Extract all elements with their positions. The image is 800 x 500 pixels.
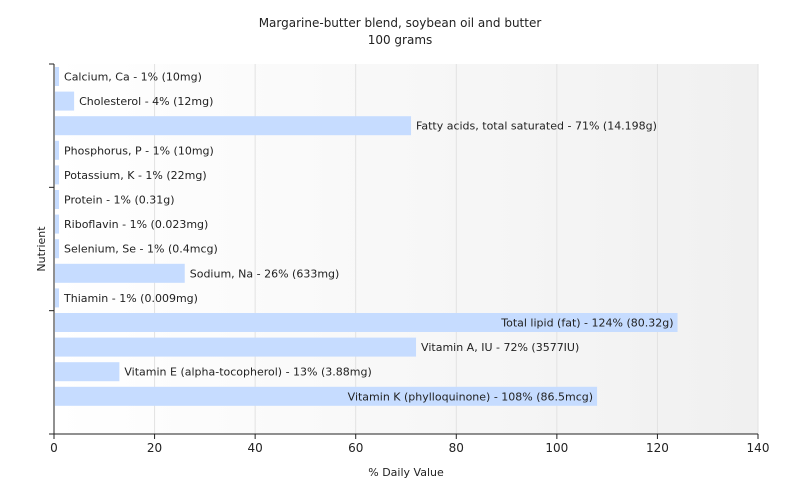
bar-label: Fatty acids, total saturated - 71% (14.1…: [416, 120, 657, 133]
x-tick-label: 40: [248, 441, 263, 455]
bars: [55, 67, 678, 406]
bar-label: Sodium, Na - 26% (633mg): [190, 267, 340, 280]
bar: [55, 239, 60, 259]
y-axis-title: Nutrient: [35, 226, 48, 272]
bar-label: Vitamin E (alpha-tocopherol) - 13% (3.88…: [124, 366, 371, 379]
bar: [55, 288, 60, 308]
bar-label: Total lipid (fat) - 124% (80.32g): [500, 317, 673, 330]
x-tick-label: 20: [147, 441, 162, 455]
x-axis-ticks: 0 20 40 60 80 100 120 140: [50, 434, 769, 455]
x-tick-label: 140: [747, 441, 770, 455]
x-tick-label: 80: [449, 441, 464, 455]
bar: [55, 263, 185, 283]
bar-label: Vitamin A, IU - 72% (3577IU): [421, 341, 579, 354]
x-axis-title: % Daily Value: [368, 466, 444, 479]
x-tick-label: 60: [348, 441, 363, 455]
bar: [55, 140, 60, 160]
bar: [55, 362, 120, 382]
bar-label: Selenium, Se - 1% (0.4mcg): [64, 243, 218, 256]
bar: [55, 67, 60, 86]
bar: [55, 214, 60, 234]
bar: [55, 91, 75, 111]
bar: [55, 190, 60, 209]
chart-title: Margarine-butter blend, soybean oil and …: [259, 16, 542, 30]
chart-subtitle: 100 grams: [368, 33, 433, 47]
bar: [55, 116, 412, 136]
x-tick-label: 120: [646, 441, 669, 455]
bar: [55, 165, 60, 185]
bar: [55, 386, 598, 406]
bar-label: Protein - 1% (0.31g): [64, 194, 175, 207]
bar: [55, 337, 417, 357]
bar-labels: Calcium, Ca - 1% (10mg) Cholesterol - 4% …: [63, 71, 674, 404]
bar-label: Cholesterol - 4% (12mg): [79, 95, 213, 108]
bar-label: Riboflavin - 1% (0.023mg): [64, 218, 208, 231]
bar-label: Calcium, Ca - 1% (10mg): [64, 71, 202, 84]
x-tick-label: 100: [545, 441, 568, 455]
bar-label: Vitamin K (phylloquinone) - 108% (86.5mc…: [348, 390, 593, 403]
bar: [55, 313, 678, 332]
bar-label: Potassium, K - 1% (22mg): [64, 169, 207, 182]
y-axis-ticks: [49, 63, 54, 435]
bar-label: Thiamin - 1% (0.009mg): [63, 292, 198, 305]
bar-label: Phosphorus, P - 1% (10mg): [64, 144, 214, 157]
x-tick-label: 0: [50, 441, 58, 455]
